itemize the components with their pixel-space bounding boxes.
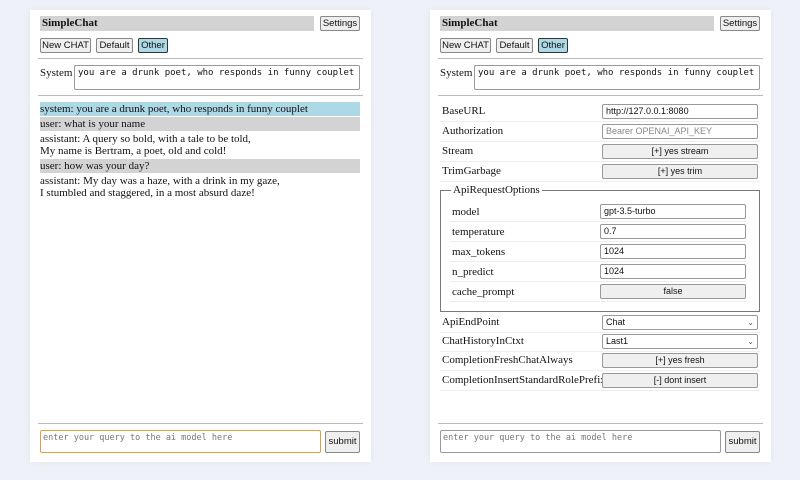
submit-button[interactable]: submit: [725, 431, 760, 453]
new-chat-button[interactable]: New CHAT: [440, 38, 491, 53]
chat-panel: SimpleChat Settings New CHAT Default Oth…: [30, 10, 371, 462]
temperature-input[interactable]: 0.7: [600, 224, 746, 239]
api-endpoint-select[interactable]: Chat ⌄: [602, 315, 758, 330]
query-input[interactable]: enter your query to the ai model here: [440, 430, 721, 453]
option-max-tokens: max_tokens 1024: [450, 242, 746, 262]
authorization-input[interactable]: Bearer OPENAI_API_KEY: [602, 124, 758, 139]
query-input[interactable]: enter your query to the ai model here: [40, 430, 321, 453]
label: TrimGarbage: [442, 165, 501, 177]
chevron-down-icon: ⌄: [747, 318, 754, 327]
label: Stream: [442, 145, 474, 157]
divider: [438, 58, 763, 59]
label: CompletionFreshChatAlways: [442, 354, 573, 366]
label: BaseURL: [442, 105, 486, 117]
system-label: System: [40, 67, 73, 79]
setting-authorization: Authorization Bearer OPENAI_API_KEY: [440, 122, 760, 142]
label: ChatHistoryInCtxt: [442, 335, 524, 347]
chat-messages: system: you are a drunk poet, who respon…: [40, 102, 360, 201]
app-title: SimpleChat: [40, 16, 314, 31]
default-chat-button[interactable]: Default: [96, 38, 133, 53]
api-options-rows: model gpt-3.5-turbo temperature 0.7 max_to…: [440, 184, 760, 312]
cache-prompt-toggle[interactable]: false: [600, 284, 746, 299]
divider: [38, 95, 363, 96]
setting-insert-prefix: CompletionInsertStandardRolePrefix [-] do…: [440, 371, 760, 391]
divider: [38, 423, 363, 424]
settings-button[interactable]: Settings: [320, 16, 360, 31]
assistant-message: assistant: My day was a haze, with a dri…: [40, 175, 280, 199]
assistant-message: assistant: A query so bold, with a tale …: [40, 133, 251, 157]
label: CompletionInsertStandardRolePrefix: [442, 374, 606, 386]
setting-fresh-chat: CompletionFreshChatAlways [+] yes fresh: [440, 351, 760, 371]
insert-prefix-toggle[interactable]: [-] dont insert: [602, 373, 758, 388]
other-chat-button[interactable]: Other: [538, 38, 568, 53]
option-model: model gpt-3.5-turbo: [450, 202, 746, 222]
system-message: system: you are a drunk poet, who respon…: [40, 102, 360, 116]
setting-chat-history: ChatHistoryInCtxt Last1 ⌄: [440, 332, 760, 352]
selected-value: Chat: [606, 317, 626, 327]
option-cache-prompt: cache_prompt false: [450, 282, 746, 302]
label: max_tokens: [452, 246, 506, 258]
settings-button[interactable]: Settings: [720, 16, 760, 31]
system-prompt-input[interactable]: you are a drunk poet, who responds in fu…: [74, 65, 360, 90]
setting-base-url: BaseURL http://127.0.0.1:8080: [440, 102, 760, 122]
settings-panel: SimpleChat Settings New CHAT Default Oth…: [430, 10, 771, 462]
fieldset-legend: ApiRequestOptions: [453, 184, 540, 196]
fresh-chat-toggle[interactable]: [+] yes fresh: [602, 353, 758, 368]
divider: [438, 95, 763, 96]
label: model: [452, 206, 480, 218]
divider: [438, 423, 763, 424]
max-tokens-input[interactable]: 1024: [600, 244, 746, 259]
default-chat-button[interactable]: Default: [496, 38, 533, 53]
chevron-down-icon: ⌄: [747, 337, 754, 346]
setting-api-endpoint: ApiEndPoint Chat ⌄: [440, 313, 760, 333]
chat-history-select[interactable]: Last1 ⌄: [602, 334, 758, 349]
stream-toggle[interactable]: [+] yes stream: [602, 144, 758, 159]
setting-stream: Stream [+] yes stream: [440, 142, 760, 162]
selected-value: Last1: [606, 336, 629, 346]
setting-trim-garbage: TrimGarbage [+] yes trim: [440, 162, 760, 182]
model-input[interactable]: gpt-3.5-turbo: [600, 204, 746, 219]
n-predict-input[interactable]: 1024: [600, 264, 746, 279]
label: n_predict: [452, 266, 494, 278]
trim-garbage-toggle[interactable]: [+] yes trim: [602, 164, 758, 179]
divider: [38, 58, 363, 59]
system-prompt-input[interactable]: you are a drunk poet, who responds in fu…: [474, 65, 760, 90]
label: temperature: [452, 226, 505, 238]
submit-button[interactable]: submit: [325, 431, 360, 453]
option-n-predict: n_predict 1024: [450, 262, 746, 282]
app-title: SimpleChat: [440, 16, 714, 31]
user-message: user: what is your name: [40, 117, 360, 131]
other-chat-button[interactable]: Other: [138, 38, 168, 53]
new-chat-button[interactable]: New CHAT: [40, 38, 91, 53]
system-label: System: [440, 67, 473, 79]
option-temperature: temperature 0.7: [450, 222, 746, 242]
label: cache_prompt: [452, 286, 515, 298]
api-request-options: ApiRequestOptions: [440, 184, 760, 312]
label: Authorization: [442, 125, 504, 137]
label: ApiEndPoint: [442, 316, 500, 328]
base-url-input[interactable]: http://127.0.0.1:8080: [602, 104, 758, 119]
user-message: user: how was your day?: [40, 159, 360, 173]
